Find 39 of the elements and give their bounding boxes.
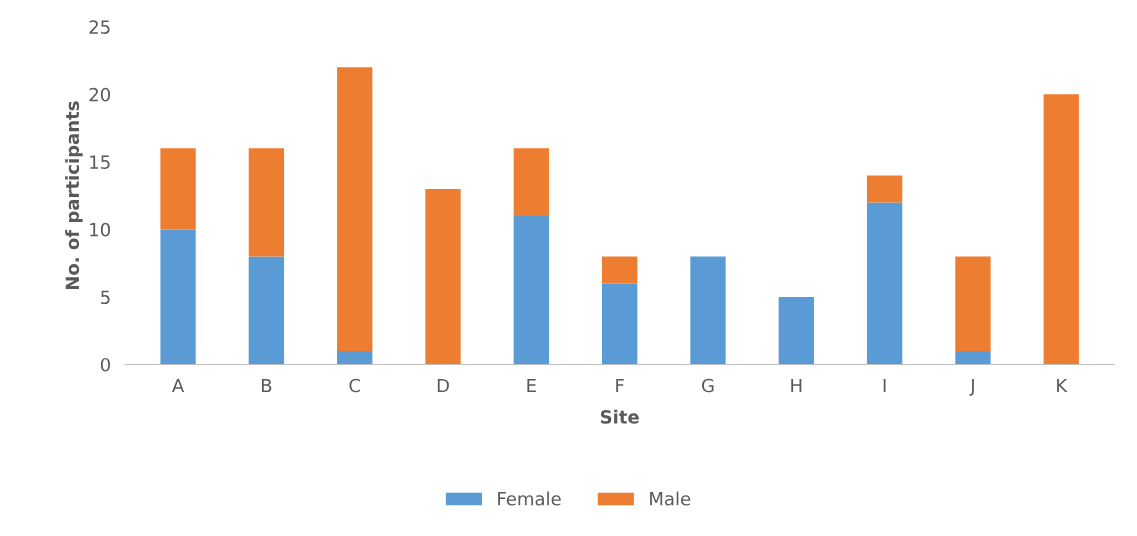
bar [337, 67, 373, 351]
bar [1043, 94, 1079, 365]
y-tick-label: 15 [90, 155, 110, 169]
bar [778, 296, 814, 365]
x-tick-label: E [527, 378, 536, 393]
x-tick-label: A [172, 378, 185, 393]
bar [955, 256, 991, 351]
x-tick-label: J [969, 378, 974, 396]
x-tick-label: D [437, 378, 449, 393]
legend-label: Female [498, 491, 561, 506]
bar [866, 175, 903, 203]
x-tick-label: H [791, 378, 802, 393]
bar [602, 283, 638, 365]
bar [160, 229, 196, 365]
bar [248, 148, 285, 257]
y-tick-label: 5 [101, 290, 110, 305]
bar [425, 188, 461, 365]
y-tick-label: 20 [89, 87, 110, 102]
bar [866, 202, 903, 365]
x-tick-label: C [349, 378, 361, 393]
bar [602, 256, 638, 284]
bar [955, 350, 991, 365]
y-axis-title: No. of participants [65, 101, 83, 290]
bar [160, 148, 196, 230]
y-tick-label: 10 [90, 222, 110, 237]
x-tick-label: I [883, 378, 886, 393]
bar [337, 350, 373, 365]
x-tick-label: G [702, 378, 714, 393]
x-tick-label: K [1057, 378, 1068, 393]
bar [248, 256, 285, 365]
bar [690, 256, 726, 365]
x-axis-title: Site [600, 409, 639, 424]
y-tick-label: 0 [100, 357, 110, 372]
legend-label: Male [650, 491, 691, 506]
x-tick-label: B [261, 378, 272, 393]
bar [513, 215, 550, 365]
bar [513, 148, 550, 216]
y-tick-label: 25 [89, 20, 110, 34]
x-tick-label: F [616, 378, 624, 393]
